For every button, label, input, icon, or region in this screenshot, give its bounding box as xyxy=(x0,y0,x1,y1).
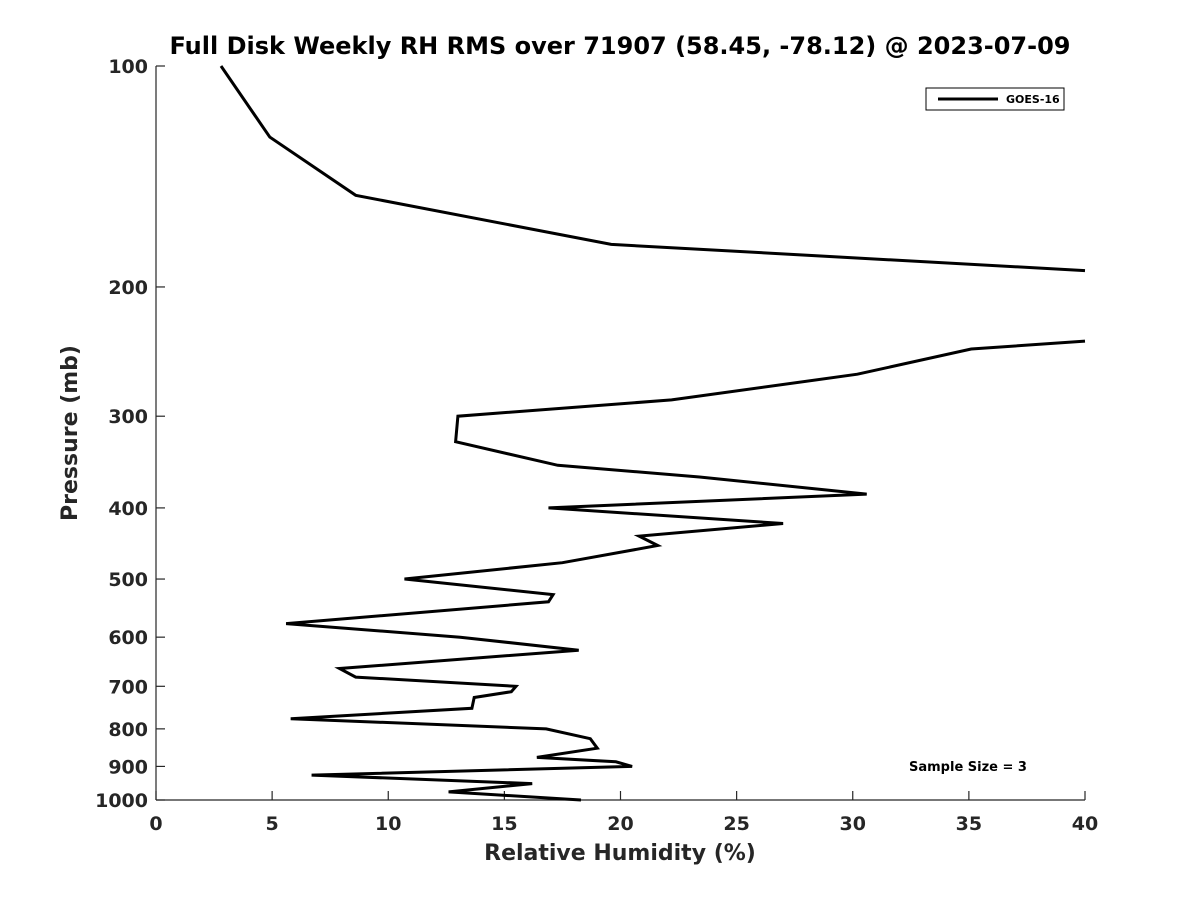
y-tick-label: 100 xyxy=(108,56,148,78)
x-tick-label: 25 xyxy=(723,813,749,835)
x-tick-label: 15 xyxy=(491,813,517,835)
y-tick-label: 1000 xyxy=(95,790,148,812)
x-axis-ticks: 0 5 10 15 20 25 30 35 40 xyxy=(149,791,1098,835)
y-tick-label: 700 xyxy=(108,676,148,698)
y-tick-label: 300 xyxy=(108,406,148,428)
x-tick-label: 5 xyxy=(266,813,279,835)
series-line-goes-16-segment-2 xyxy=(285,339,1086,802)
x-tick-label: 20 xyxy=(607,813,633,835)
chart-title: Full Disk Weekly RH RMS over 71907 (58.4… xyxy=(169,32,1070,60)
y-tick-label: 400 xyxy=(108,498,148,520)
y-axis-label: Pressure (mb) xyxy=(58,345,83,521)
x-tick-label: 40 xyxy=(1072,813,1098,835)
y-tick-label: 200 xyxy=(108,277,148,299)
y-tick-label: 600 xyxy=(108,627,148,649)
y-tick-label: 800 xyxy=(108,719,148,741)
series-line-goes-16-segment-1 xyxy=(219,65,1086,273)
y-tick-label: 500 xyxy=(108,569,148,591)
legend: GOES-16 xyxy=(925,87,1065,111)
legend-label-goes-16: GOES-16 xyxy=(1006,93,1060,106)
x-tick-label: 10 xyxy=(375,813,401,835)
sample-size-annotation: Sample Size = 3 xyxy=(909,760,1027,775)
y-tick-label: 900 xyxy=(108,756,148,778)
x-tick-label: 30 xyxy=(840,813,866,835)
x-axis-label: Relative Humidity (%) xyxy=(484,841,756,866)
x-tick-label: 0 xyxy=(149,813,162,835)
x-tick-label: 35 xyxy=(956,813,982,835)
series-layer xyxy=(219,65,1086,802)
y-axis-ticks: 100 200 300 400 500 600 700 800 900 1000 xyxy=(95,56,165,812)
